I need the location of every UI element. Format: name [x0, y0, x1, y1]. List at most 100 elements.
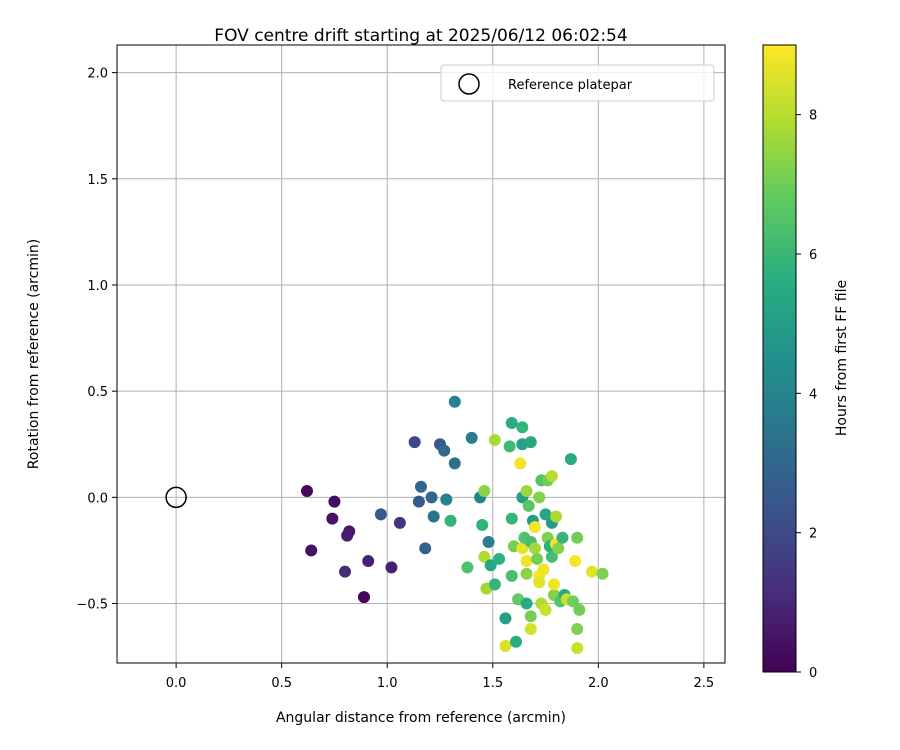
- y-tick-label: 2.0: [87, 67, 108, 82]
- data-point: [524, 436, 537, 449]
- colorbar-gradient: [762, 44, 797, 673]
- data-point: [301, 484, 313, 497]
- y-axis-ticks: −0.5 0.0 0.5 1.0 1.5 2.0: [76, 67, 117, 613]
- data-point: [564, 453, 577, 466]
- data-point: [567, 595, 579, 608]
- data-point: [529, 542, 541, 555]
- data-point: [533, 491, 546, 504]
- data-point: [520, 567, 533, 580]
- data-point: [385, 561, 398, 574]
- data-point: [438, 444, 451, 457]
- y-tick-label: 1.0: [87, 279, 108, 294]
- data-point: [545, 550, 558, 563]
- data-point: [488, 578, 501, 591]
- data-point: [326, 512, 339, 525]
- data-point: [571, 642, 584, 655]
- x-tick-label: 0.0: [166, 676, 187, 691]
- colorbar-ticks: 0 2 4 6 8: [796, 109, 817, 681]
- y-tick-label: 0.5: [87, 385, 108, 400]
- data-point: [328, 495, 341, 508]
- data-point: [505, 417, 518, 430]
- data-point: [533, 576, 546, 589]
- data-point: [520, 555, 533, 568]
- y-tick-label: 0.0: [87, 491, 108, 506]
- plot-frame: [116, 44, 726, 664]
- x-tick-label: 2.5: [694, 676, 715, 691]
- x-tick-label: 2.0: [588, 676, 609, 691]
- data-point: [419, 542, 432, 555]
- data-point: [461, 561, 474, 574]
- data-point: [552, 542, 565, 555]
- data-points: [301, 395, 609, 655]
- data-point: [358, 591, 370, 604]
- data-point: [548, 578, 560, 591]
- data-point: [408, 436, 421, 449]
- data-point: [305, 544, 318, 557]
- data-point: [516, 542, 529, 555]
- colorbar-tick-label: 6: [809, 248, 817, 263]
- data-point: [448, 457, 461, 470]
- x-tick-label: 1.5: [482, 676, 503, 691]
- data-point: [465, 431, 478, 444]
- data-point: [493, 552, 506, 565]
- data-point: [448, 395, 461, 408]
- data-point: [586, 565, 598, 578]
- colorbar-tick-label: 4: [809, 387, 817, 402]
- colorbar-tick-label: 2: [809, 527, 817, 542]
- data-point: [516, 421, 529, 434]
- data-point: [393, 516, 406, 529]
- colorbar-tick-label: 0: [809, 666, 817, 681]
- data-point: [573, 603, 586, 616]
- data-point: [427, 510, 440, 523]
- y-tick-label: −0.5: [76, 598, 108, 613]
- y-tick-label: 1.5: [87, 173, 108, 188]
- chart-title: FOV centre drift starting at 2025/06/12 …: [214, 26, 627, 46]
- reference-platepar-marker: [165, 486, 187, 509]
- data-point: [415, 480, 427, 493]
- data-point: [539, 508, 552, 521]
- data-point: [374, 508, 387, 521]
- data-point: [478, 484, 491, 497]
- data-point: [596, 567, 609, 580]
- data-point: [503, 440, 516, 453]
- data-point: [529, 521, 541, 534]
- grid-lines: [117, 45, 725, 663]
- data-point: [478, 550, 491, 563]
- x-tick-label: 0.5: [271, 676, 292, 691]
- data-point: [524, 610, 537, 623]
- data-point: [571, 623, 584, 636]
- legend-entry-label: Reference platepar: [508, 78, 633, 93]
- data-point: [531, 552, 544, 565]
- data-point: [520, 597, 533, 610]
- data-point: [550, 510, 563, 523]
- legend: Reference platepar: [440, 64, 715, 102]
- data-point: [425, 491, 438, 504]
- data-point: [514, 457, 527, 470]
- data-point: [510, 635, 522, 648]
- data-point: [440, 493, 453, 506]
- colorbar-label: Hours from first FF file: [834, 280, 850, 436]
- data-point: [444, 514, 457, 527]
- data-point: [339, 565, 351, 578]
- legend-reference-marker: [458, 73, 480, 95]
- data-point: [484, 559, 497, 572]
- data-point: [569, 555, 582, 568]
- colorbar: 0 2 4 6 8 Hours from first FF file: [762, 44, 850, 681]
- data-point: [505, 569, 518, 582]
- y-axis-label: Rotation from reference (arcmin): [26, 239, 42, 469]
- x-tick-label: 1.0: [377, 676, 398, 691]
- data-point: [482, 535, 495, 548]
- x-axis-label: Angular distance from reference (arcmin): [276, 710, 566, 726]
- data-point: [571, 531, 584, 544]
- legend-box: [440, 64, 715, 102]
- data-point: [499, 612, 512, 625]
- data-point: [545, 470, 558, 483]
- data-point: [556, 531, 569, 544]
- x-axis-ticks: 0.0 0.5 1.0 1.5 2.0 2.5: [166, 663, 714, 691]
- data-point: [488, 434, 501, 447]
- data-point: [499, 640, 512, 653]
- data-point: [537, 563, 550, 576]
- data-point: [341, 529, 354, 542]
- data-point: [505, 512, 518, 525]
